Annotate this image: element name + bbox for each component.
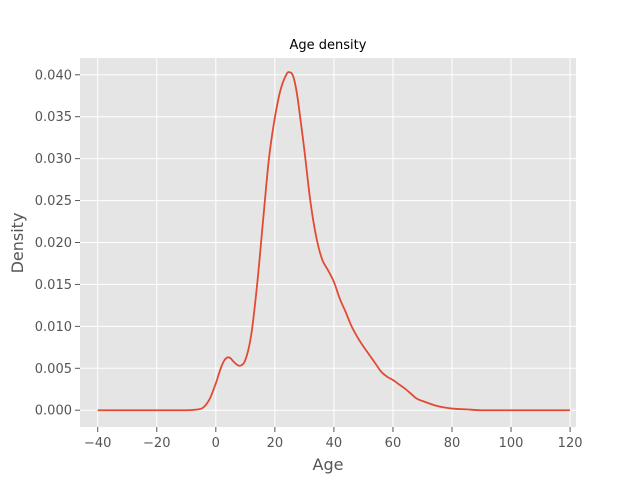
x-axis-label: Age	[313, 455, 344, 474]
x-tick-label: 0	[212, 436, 220, 451]
x-tick-label: 20	[267, 436, 284, 451]
y-tick-label: 0.015	[35, 278, 72, 293]
y-tick-label: 0.010	[35, 320, 72, 335]
y-tick-label: 0.000	[35, 404, 72, 419]
y-tick-label: 0.030	[35, 152, 72, 167]
x-tick-label: 40	[326, 436, 343, 451]
y-tick-label: 0.025	[35, 194, 72, 209]
x-tick-label: −40	[84, 436, 111, 451]
x-tick-label: 60	[385, 436, 402, 451]
y-tick-label: 0.005	[35, 362, 72, 377]
y-axis-ticks: 0.000 0.005 0.010 0.015 0.020 0.025 0.030 0.035…	[35, 68, 80, 419]
series-layer	[97, 71, 571, 412]
x-tick-label: 80	[444, 436, 461, 451]
x-axis-ticks: −40 −20 0 20 40 60 80 100 120	[84, 427, 583, 451]
density-line	[97, 71, 571, 412]
y-tick-label: 0.020	[35, 236, 72, 251]
x-tick-label: 120	[558, 436, 583, 451]
y-axis-label: Density	[8, 213, 27, 274]
x-tick-label: −20	[143, 436, 170, 451]
x-tick-label: 100	[499, 436, 524, 451]
chart-title: Age density	[290, 38, 367, 53]
y-tick-label: 0.035	[35, 110, 72, 125]
y-tick-label: 0.040	[35, 68, 72, 83]
